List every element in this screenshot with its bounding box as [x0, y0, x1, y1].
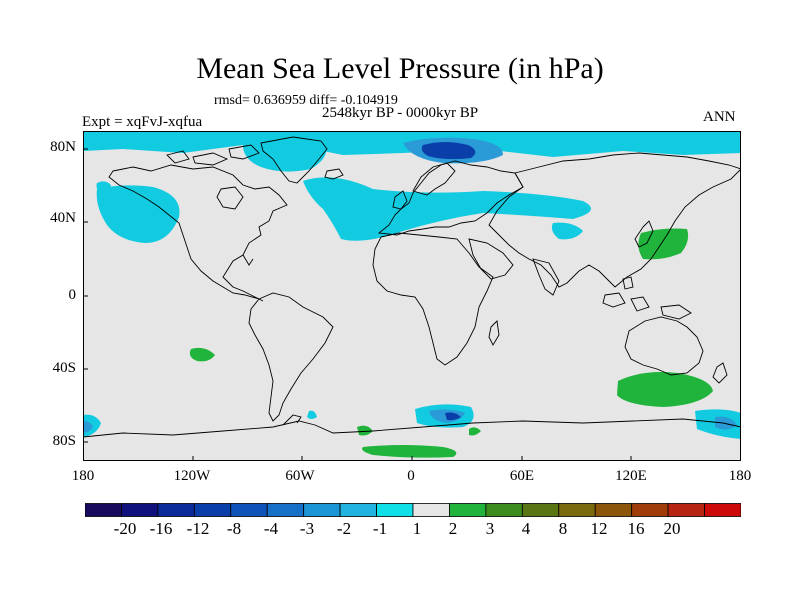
coast-north-america	[108, 164, 288, 302]
colorbar-label: -8	[226, 519, 242, 538]
colorbar-swatch	[667, 503, 705, 517]
colorbar-swatch	[485, 503, 523, 517]
coast-japan	[634, 220, 654, 248]
coast-antarctic-peninsula	[282, 414, 302, 426]
colorbar-swatch	[704, 503, 741, 517]
lon-label-120e: 120E	[615, 468, 647, 484]
colorbar-swatch	[303, 503, 341, 517]
colorbar-swatch	[594, 503, 633, 517]
colorbar-label: -3	[299, 519, 315, 538]
colorbar-swatch	[85, 503, 122, 517]
coast-new-zealand	[712, 362, 728, 384]
lon-label-180w: 180	[71, 468, 95, 484]
colorbar-label: -20	[113, 519, 137, 538]
anomaly-north-pacific	[96, 185, 180, 243]
coast-south-america	[248, 292, 334, 422]
lat-label-80n: 80N	[50, 139, 76, 155]
season-label: ANN	[703, 109, 736, 125]
coast-se-asia-1	[602, 292, 626, 308]
anomaly-pacific-small	[96, 181, 111, 193]
lon-label-120w: 120W	[173, 468, 211, 484]
stats-line: rmsd= 0.636959 diff= -0.104919	[214, 93, 398, 108]
colorbar-swatch	[558, 503, 596, 517]
map-title: Mean Sea Level Pressure (in hPa)	[196, 52, 604, 85]
colorbar-label: 1	[412, 519, 422, 538]
colorbar	[85, 503, 741, 517]
colorbar-label: 3	[485, 519, 495, 538]
experiment-label: Expt = xqFvJ-xqfua	[82, 114, 203, 130]
coast-madagascar	[488, 320, 500, 346]
lat-label-0: 0	[68, 287, 77, 303]
anomaly-antarctic-small-2	[469, 427, 481, 436]
colorbar-swatch	[339, 503, 377, 517]
anomaly-atlantic-eurasia-band	[303, 177, 591, 241]
coast-iceland	[324, 168, 344, 180]
colorbar-swatch	[230, 503, 268, 517]
lat-label-40s: 40S	[52, 360, 76, 376]
coast-hudson-bay	[216, 186, 244, 210]
coast-africa	[372, 232, 494, 366]
lon-label-60e: 60E	[509, 468, 535, 484]
coast-british-isles	[392, 190, 408, 210]
colorbar-swatch	[121, 503, 159, 517]
anomaly-southern-ocean-east-core	[715, 416, 737, 430]
anomaly-southern-ocean-west-core	[83, 421, 93, 433]
coast-arctic-islands-1	[192, 152, 229, 166]
colorbar-swatch	[631, 503, 669, 517]
coast-india	[532, 258, 560, 296]
colorbar-swatch	[266, 503, 305, 517]
colorbar-swatch	[412, 503, 450, 517]
colorbar-label: -1	[372, 519, 388, 538]
coast-se-asia-3	[622, 276, 634, 290]
colorbar-label: -4	[263, 519, 279, 538]
colorbar-swatch	[193, 503, 232, 517]
lat-label-40n: 40N	[50, 210, 76, 226]
anomaly-south-indian-ocean	[617, 372, 713, 407]
lat-label-80s: 80S	[52, 433, 76, 449]
colorbar-label: 16	[627, 519, 645, 538]
colorbar-swatch	[521, 503, 560, 517]
coast-florida	[242, 254, 254, 266]
coast-arctic-islands-2	[228, 144, 260, 160]
coast-europe	[377, 160, 524, 236]
colorbar-label: 4	[521, 519, 531, 538]
lon-label-0: 0	[407, 468, 415, 484]
colorbar-swatch	[376, 503, 414, 517]
period-label: 2548kyr BP - 0000kyr BP	[322, 105, 479, 121]
map-background	[83, 131, 741, 461]
anomaly-siberia-low	[421, 142, 476, 160]
colorbar-label: 8	[558, 519, 568, 538]
anomaly-south-atlantic-small	[307, 410, 317, 419]
coast-greenland	[260, 136, 328, 184]
anomaly-antarctic-coast	[362, 445, 457, 458]
colorbar-label: -2	[336, 519, 352, 538]
coast-arabia	[468, 238, 514, 280]
coast-antarctica	[83, 418, 741, 438]
lon-label-180e: 180	[728, 468, 752, 484]
anomaly-central-asia	[551, 222, 583, 240]
coast-australia	[624, 316, 704, 376]
lon-label-60w: 60W	[285, 468, 315, 484]
colorbar-label: 2	[448, 519, 458, 538]
anomaly-pacific-sw	[189, 347, 215, 362]
coastlines	[83, 136, 741, 438]
colorbar-label: -16	[149, 519, 173, 538]
coast-asia	[488, 152, 741, 288]
coast-se-asia-2	[630, 296, 650, 312]
coast-arctic-islands-3	[166, 150, 190, 164]
coast-new-guinea	[660, 304, 692, 320]
colorbar-label: 20	[663, 519, 681, 538]
colorbar-label: 12	[590, 519, 608, 538]
anomaly-antarctic-small-1	[357, 425, 373, 436]
pressure-map	[83, 131, 741, 461]
colorbar-swatch	[449, 503, 487, 517]
tick-marks	[83, 148, 632, 461]
colorbar-swatch	[157, 503, 195, 517]
colorbar-label: -12	[186, 519, 210, 538]
anomaly-weddell-low	[445, 412, 461, 421]
anomaly-greenland	[242, 139, 327, 172]
coast-scandinavia	[412, 162, 456, 196]
